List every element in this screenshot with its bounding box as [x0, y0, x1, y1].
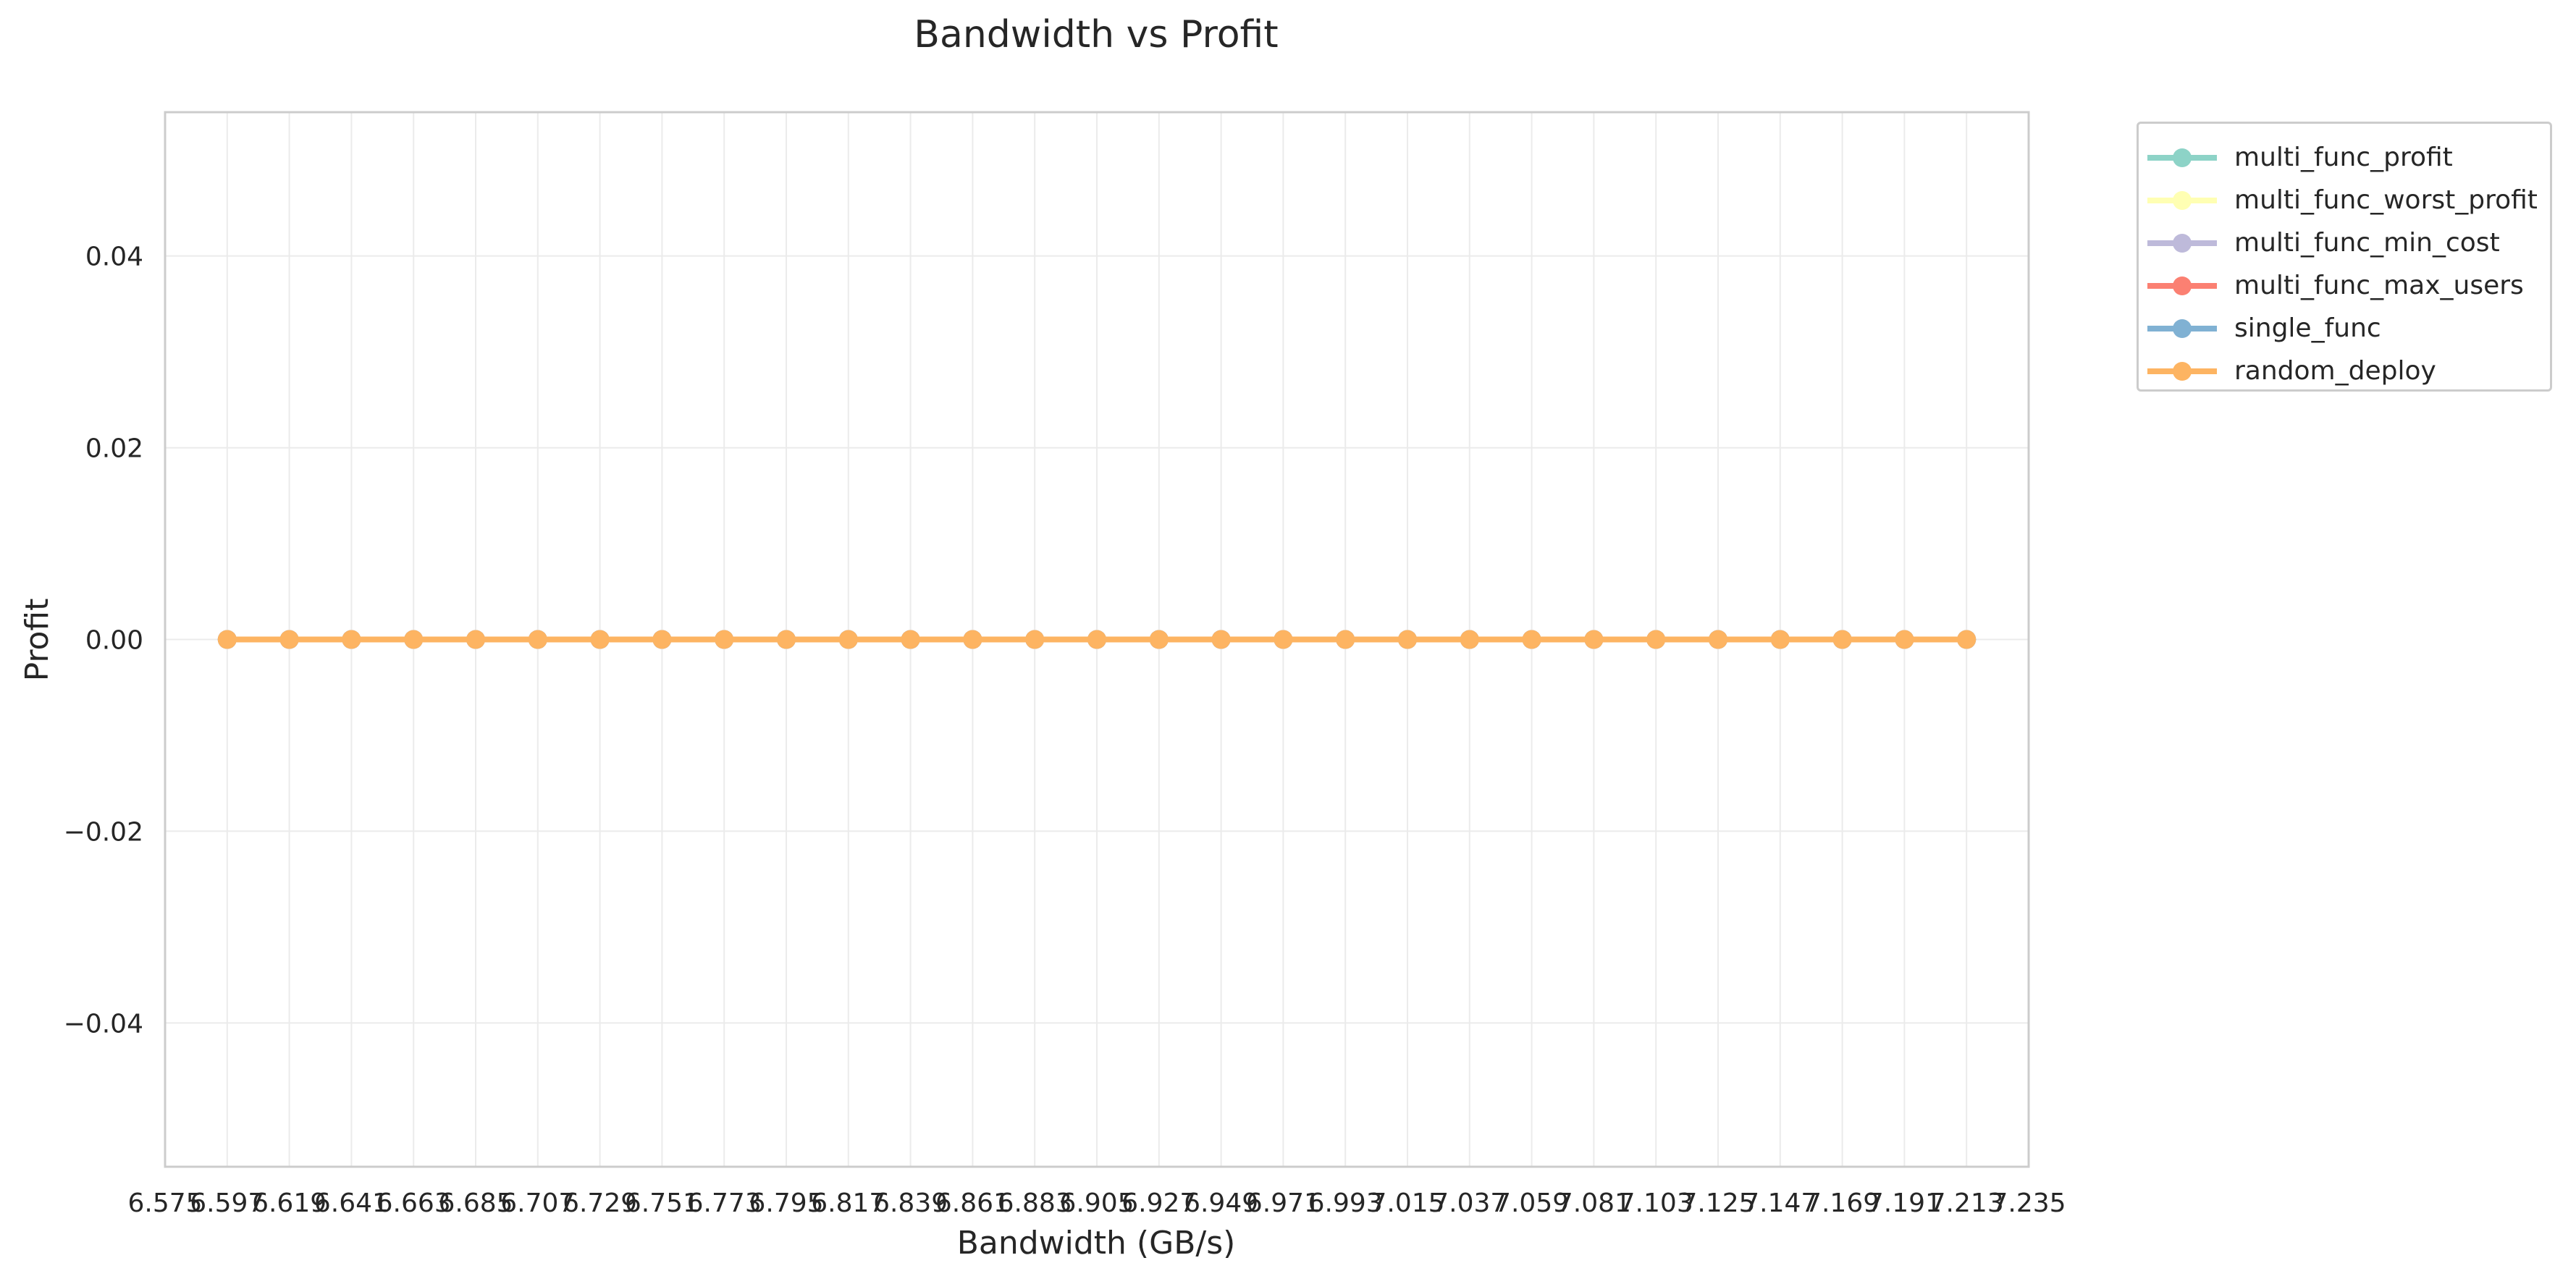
data-point [1770, 630, 1790, 649]
legend-item: single_func [2139, 309, 2550, 348]
x-tick-label: 7.213 [1929, 1188, 2004, 1218]
x-tick-label: 6.751 [625, 1188, 699, 1218]
y-tick-label: 0.04 [85, 242, 143, 272]
x-tick-label: 7.191 [1867, 1188, 1942, 1218]
data-point [652, 630, 672, 649]
y-tick-label: −0.04 [64, 1009, 143, 1039]
legend-swatch [2147, 276, 2217, 295]
data-point [901, 630, 920, 649]
legend-swatch [2147, 319, 2217, 338]
data-point [777, 630, 796, 649]
x-tick-label: 6.839 [873, 1188, 948, 1218]
x-axis-label: Bandwidth (GB/s) [957, 1225, 1236, 1262]
x-tick-label: 6.883 [998, 1188, 1072, 1218]
x-tick-label: 7.125 [1680, 1188, 1755, 1218]
x-tick-label: 6.597 [190, 1188, 264, 1218]
legend-item: multi_func_worst_profit [2139, 181, 2550, 220]
x-tick-label: 6.619 [252, 1188, 327, 1218]
legend-swatch-marker [2173, 191, 2192, 210]
legend-swatch-marker [2173, 362, 2192, 381]
data-point [1211, 630, 1231, 649]
legend-swatch-marker [2173, 319, 2192, 338]
y-tick-label: −0.02 [64, 817, 143, 847]
data-point [466, 630, 485, 649]
data-point [1709, 630, 1727, 649]
x-tick-label: 6.641 [314, 1188, 389, 1218]
x-tick-label: 7.059 [1494, 1188, 1569, 1218]
legend-swatch-marker [2173, 234, 2192, 253]
x-tick-label: 6.817 [811, 1188, 885, 1218]
data-point [590, 630, 610, 649]
chart-title: Bandwidth vs Profit [914, 13, 1278, 56]
y-tick-label: 0.02 [85, 434, 143, 464]
x-tick-label: 6.663 [376, 1188, 451, 1218]
data-point [1460, 630, 1479, 649]
data-point [1957, 630, 1977, 649]
data-point [1832, 630, 1852, 649]
x-tick-label: 7.147 [1743, 1188, 1817, 1218]
series-random_deploy [217, 630, 1977, 649]
x-tick-label: 6.575 [127, 1188, 202, 1218]
y-axis-label: Profit [19, 599, 56, 682]
x-tick-label: 7.235 [1991, 1188, 2066, 1218]
legend-swatch [2147, 191, 2217, 210]
data-point [715, 630, 734, 649]
legend-swatch [2147, 148, 2217, 167]
data-point [1584, 630, 1604, 649]
legend-label: multi_func_min_cost [2234, 228, 2500, 258]
x-tick-labels: 6.5756.5976.6196.6416.6636.6856.7076.729… [127, 1188, 2066, 1218]
data-point [1895, 630, 1914, 649]
data-point [404, 630, 424, 649]
legend: multi_func_profit multi_func_worst_profit… [2137, 122, 2552, 392]
x-tick-label: 6.905 [1059, 1188, 1134, 1218]
x-tick-label: 6.707 [500, 1188, 575, 1218]
legend-item: multi_func_min_cost [2139, 224, 2550, 263]
legend-label: multi_func_max_users [2234, 271, 2524, 300]
plot-area [164, 111, 2030, 1168]
data-point [1274, 630, 1293, 649]
x-tick-label: 6.773 [687, 1188, 762, 1218]
y-tick-label: 0.00 [85, 626, 143, 656]
data-point [1646, 630, 1666, 649]
data-point [1336, 630, 1355, 649]
x-tick-label: 6.861 [935, 1188, 1010, 1218]
x-tick-label: 6.993 [1308, 1188, 1383, 1218]
x-tick-label: 7.169 [1805, 1188, 1880, 1218]
legend-swatch-marker [2173, 148, 2192, 167]
data-point [279, 630, 299, 649]
data-point [217, 630, 237, 649]
legend-label: multi_func_worst_profit [2234, 185, 2538, 215]
data-point [1025, 630, 1045, 649]
data-point [963, 630, 982, 649]
legend-item: multi_func_profit [2139, 138, 2550, 177]
data-point [1149, 630, 1169, 649]
legend-label: random_deploy [2234, 356, 2436, 386]
x-tick-label: 7.103 [1619, 1188, 1693, 1218]
legend-swatch [2147, 234, 2217, 253]
data-point [1398, 630, 1417, 649]
legend-item: random_deploy [2139, 352, 2550, 391]
x-tick-label: 6.927 [1121, 1188, 1196, 1218]
data-point [342, 630, 361, 649]
data-point [838, 630, 858, 649]
data-point [528, 630, 547, 649]
series-layer [217, 630, 1977, 649]
data-point [1522, 630, 1541, 649]
x-tick-label: 6.971 [1246, 1188, 1321, 1218]
x-tick-label: 6.729 [563, 1188, 637, 1218]
legend-swatch-marker [2173, 276, 2192, 295]
x-tick-label: 6.795 [749, 1188, 823, 1218]
legend-swatch [2147, 362, 2217, 381]
x-tick-label: 7.015 [1370, 1188, 1444, 1218]
x-tick-label: 6.949 [1184, 1188, 1258, 1218]
legend-label: multi_func_profit [2234, 143, 2453, 172]
x-tick-label: 7.081 [1557, 1188, 1631, 1218]
legend-label: single_func [2234, 313, 2381, 343]
x-tick-label: 7.037 [1432, 1188, 1507, 1218]
legend-item: multi_func_max_users [2139, 266, 2550, 305]
x-tick-label: 6.685 [438, 1188, 513, 1218]
data-point [1087, 630, 1106, 649]
y-tick-labels: −0.04 −0.02 0.00 0.02 0.04 [64, 242, 143, 1039]
